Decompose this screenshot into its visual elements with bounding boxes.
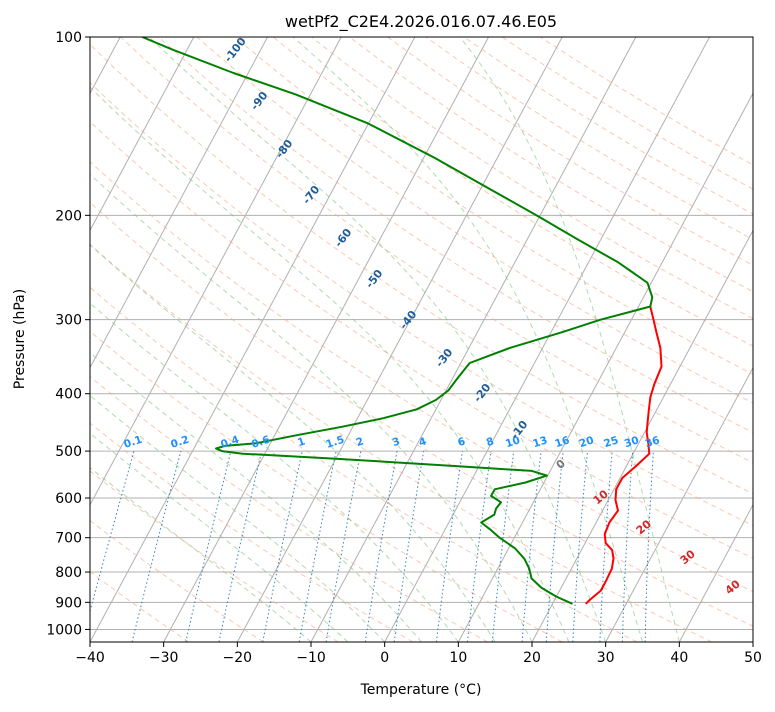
y-tick-label: 1000 [46,622,82,638]
y-tick-label: 700 [55,531,82,547]
y-tick-label: 400 [55,387,82,403]
x-tick-label: 0 [380,650,389,666]
x-tick-label: 20 [523,650,541,666]
y-tick-label: 500 [55,444,82,460]
y-tick-label: 600 [55,491,82,507]
x-tick-label: 50 [744,650,762,666]
x-tick-label: −20 [223,650,253,666]
y-axis-label: Pressure (hPa) [12,289,28,389]
x-tick-label: −40 [75,650,105,666]
y-tick-label: 900 [55,595,82,611]
chart-title: wetPf2_C2E4.2026.016.07.46.E05 [285,12,557,32]
x-tick-label: −10 [296,650,326,666]
x-axis-label: Temperature (°C) [360,682,482,698]
y-tick-label: 300 [55,313,82,329]
y-tick-label: 200 [55,208,82,224]
x-tick-label: 40 [670,650,688,666]
x-tick-label: 10 [449,650,467,666]
y-tick-label: 100 [55,30,82,46]
x-tick-label: −30 [149,650,179,666]
y-tick-label: 800 [55,565,82,581]
x-tick-label: 30 [597,650,615,666]
